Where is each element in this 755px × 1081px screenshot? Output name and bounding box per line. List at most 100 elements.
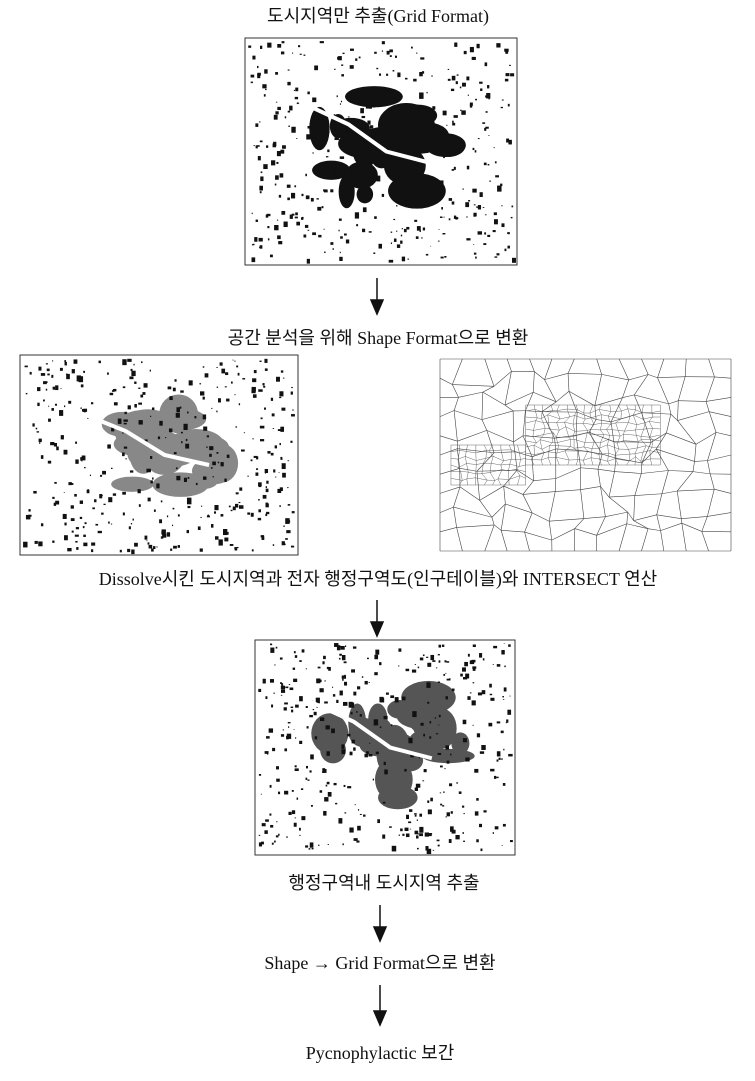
urban-speck [180,390,184,392]
urban-speck [259,842,262,846]
urban-speck [287,198,290,201]
urban-speck [292,810,295,814]
urban-speck [449,678,451,680]
urban-speck [213,476,214,477]
urban-speck [265,368,268,371]
urban-speck [325,680,326,681]
urban-speck [48,419,51,422]
urban-speck [460,110,461,111]
urban-speck [254,145,255,146]
urban-speck [507,232,509,233]
urban-speck [236,492,239,494]
urban-speck [312,232,316,235]
urban-speck [150,456,152,459]
urban-speck [502,100,504,101]
urban-speck [508,644,511,646]
urban-speck [209,446,213,450]
urban-speck [417,820,418,821]
urban-speck [280,427,284,432]
urban-speck [430,721,432,723]
urban-speck [295,768,299,771]
urban-speck [462,806,464,808]
urban-speck [490,698,494,701]
urban-speck [451,811,453,814]
urban-speck [393,219,395,220]
urban-speck [376,97,380,99]
urban-speck [306,778,308,780]
urban-speck [100,475,102,477]
urban-speck [280,173,284,177]
urban-speck [272,413,275,416]
urban-speck [476,839,479,842]
urban-speck [412,670,416,673]
urban-speck [337,128,340,131]
urban-speck [373,252,375,253]
urban-speck [376,752,379,755]
urban-speck [442,233,445,234]
urban-speck [286,837,288,838]
urban-speck [302,649,305,652]
urban-speck [281,689,285,693]
urban-speck [477,44,480,48]
urban-speck [133,519,134,521]
urban-speck [263,386,265,388]
urban-speck [443,217,444,218]
urban-speck [452,123,455,126]
urban-speck [59,410,63,416]
urban-speck [266,736,270,738]
urban-speck [430,833,432,834]
urban-speck [320,790,323,793]
urban-speck [129,376,133,379]
urban-speck [366,751,369,754]
urban-speck [512,258,516,263]
urban-speck [262,84,266,88]
urban-speck [419,72,423,76]
urban-speck [295,217,298,219]
urban-speck [471,660,475,663]
urban-speck [306,195,310,199]
urban-speck [344,661,347,663]
urban-speck [499,758,501,760]
urban-speck [67,548,71,551]
urban-area [363,716,393,755]
urban-speck [406,227,409,230]
urban-speck [465,674,469,679]
urban-speck [340,236,343,238]
urban-speck [294,90,295,91]
urban-speck [298,45,300,47]
urban-speck [284,791,288,795]
urban-speck [129,526,131,529]
urban-speck [80,408,81,409]
urban-speck [33,491,36,494]
urban-speck [428,809,432,814]
urban-speck [440,217,442,218]
urban-speck [503,749,504,751]
urban-speck [169,428,172,432]
urban-speck [459,791,462,794]
urban-speck [427,800,429,802]
urban-speck [322,123,324,126]
urban-speck [500,184,502,186]
urban-speck [176,467,178,469]
urban-speck [378,244,382,249]
urban-speck [335,803,337,804]
urban-speck [253,394,257,398]
urban-speck [418,667,419,669]
urban-speck [467,696,470,700]
urban-speck [328,792,332,797]
urban-speck [416,784,420,788]
urban-speck [277,107,281,110]
urban-speck [279,397,281,398]
urban-speck [176,407,180,412]
urban-speck [465,758,469,762]
urban-speck [273,142,276,146]
urban-speck [252,549,254,551]
urban-speck [355,804,356,805]
urban-speck [342,675,346,678]
urban-speck [405,828,409,831]
urban-speck [339,219,342,221]
urban-speck [60,368,63,371]
urban-speck [271,705,273,708]
urban-speck [460,674,463,677]
urban-speck [431,75,432,76]
